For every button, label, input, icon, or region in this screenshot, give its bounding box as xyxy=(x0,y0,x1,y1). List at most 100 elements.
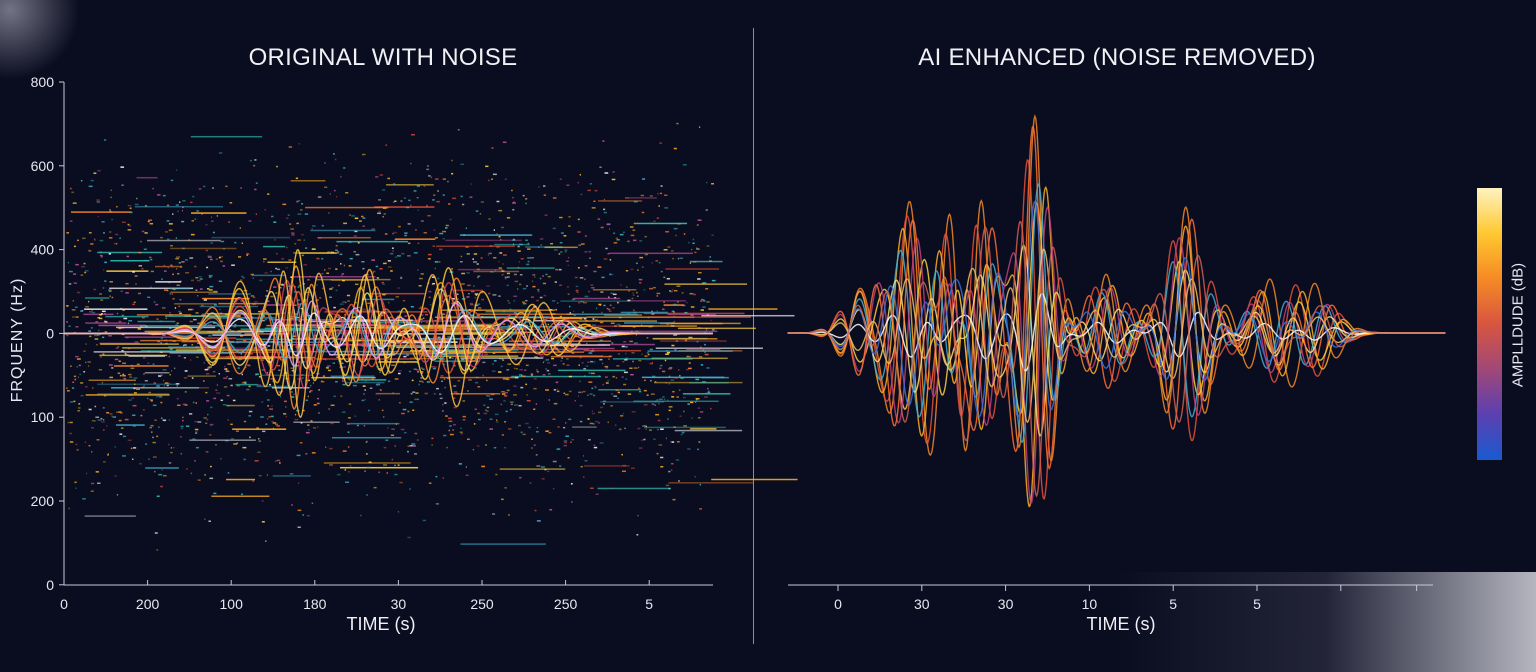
noise-mark xyxy=(706,245,710,247)
noise-mark xyxy=(341,380,344,382)
noise-mark xyxy=(255,182,258,184)
noise-mark xyxy=(480,341,483,343)
noise-mark xyxy=(419,380,423,383)
noise-mark xyxy=(269,383,271,386)
noise-mark xyxy=(587,394,589,397)
noise-mark xyxy=(218,373,220,375)
noise-mark xyxy=(460,543,546,545)
noise-mark xyxy=(179,337,236,339)
noise-mark xyxy=(657,428,659,431)
noise-mark xyxy=(475,210,479,212)
noise-mark xyxy=(595,307,598,310)
noise-mark xyxy=(73,331,77,334)
noise-mark xyxy=(420,314,424,316)
noise-mark xyxy=(78,403,81,405)
noise-mark xyxy=(431,437,434,440)
noise-mark xyxy=(311,227,313,230)
noise-mark xyxy=(593,394,596,397)
noise-mark xyxy=(589,393,593,395)
noise-mark xyxy=(689,260,723,263)
noise-mark xyxy=(119,433,123,435)
noise-mark xyxy=(134,383,136,386)
noise-mark xyxy=(237,330,283,332)
noise-mark xyxy=(361,298,395,301)
noise-mark xyxy=(516,363,521,366)
noise-mark xyxy=(96,439,100,441)
noise-mark xyxy=(264,209,266,211)
noise-mark xyxy=(546,362,551,364)
noise-mark xyxy=(85,472,88,475)
noise-mark xyxy=(293,252,339,254)
noise-mark xyxy=(195,402,198,404)
noise-mark xyxy=(700,364,704,366)
noise-mark xyxy=(611,342,614,344)
noise-mark xyxy=(431,444,433,446)
noise-mark xyxy=(664,283,748,285)
x-tick-label: 0 xyxy=(834,596,842,612)
noise-mark xyxy=(206,400,210,402)
noise-mark xyxy=(609,258,611,261)
noise-mark xyxy=(152,187,154,190)
noise-mark xyxy=(467,390,469,392)
noise-mark xyxy=(144,379,148,382)
noise-mark xyxy=(686,368,689,371)
noise-mark xyxy=(624,197,629,199)
noise-mark xyxy=(423,231,427,234)
noise-mark xyxy=(227,472,230,474)
noise-mark xyxy=(651,262,653,264)
noise-mark xyxy=(706,301,710,303)
noise-mark xyxy=(501,393,506,395)
noise-mark xyxy=(441,380,443,382)
noise-mark xyxy=(165,317,167,320)
noise-mark xyxy=(215,389,218,391)
noise-mark xyxy=(662,308,665,311)
noise-mark xyxy=(304,213,309,215)
noise-mark xyxy=(233,325,237,328)
noise-mark xyxy=(581,391,583,394)
noise-mark xyxy=(470,303,474,306)
noise-mark xyxy=(353,250,356,253)
noise-band-mark xyxy=(85,322,127,324)
noise-mark xyxy=(530,447,533,449)
noise-mark xyxy=(300,209,303,211)
noise-mark xyxy=(474,381,479,384)
noise-mark xyxy=(233,443,238,445)
noise-mark xyxy=(399,481,403,484)
noise-mark xyxy=(404,232,408,234)
noise-mark xyxy=(603,198,605,201)
noise-mark xyxy=(450,269,453,272)
noise-mark xyxy=(186,468,188,470)
noise-mark xyxy=(179,312,182,315)
noise-mark xyxy=(522,433,526,436)
noise-mark xyxy=(100,421,105,423)
noise-mark xyxy=(426,381,430,383)
noise-mark xyxy=(236,315,240,317)
noise-mark xyxy=(109,295,111,297)
noise-mark xyxy=(118,320,122,323)
noise-mark xyxy=(228,378,233,380)
noise-mark xyxy=(465,466,467,468)
noise-mark xyxy=(444,386,447,389)
noise-mark xyxy=(692,238,695,241)
noise-mark xyxy=(679,257,683,260)
noise-mark xyxy=(436,200,440,203)
noise-mark xyxy=(477,418,481,421)
noise-mark xyxy=(240,300,244,302)
noise-band-mark xyxy=(105,315,149,318)
noise-mark xyxy=(208,335,212,337)
noise-mark xyxy=(474,304,479,307)
noise-mark xyxy=(616,239,620,241)
noise-mark xyxy=(316,284,318,286)
noise-mark xyxy=(207,367,211,369)
noise-mark xyxy=(520,431,523,434)
noise-mark xyxy=(639,256,644,259)
noise-mark xyxy=(395,256,397,258)
noise-mark xyxy=(427,253,432,256)
noise-mark xyxy=(680,433,683,436)
noise-mark xyxy=(97,383,178,386)
noise-mark xyxy=(132,303,135,306)
noise-mark xyxy=(75,263,79,266)
noise-mark xyxy=(335,268,338,270)
noise-mark xyxy=(412,409,415,411)
noise-band-mark xyxy=(643,312,745,315)
